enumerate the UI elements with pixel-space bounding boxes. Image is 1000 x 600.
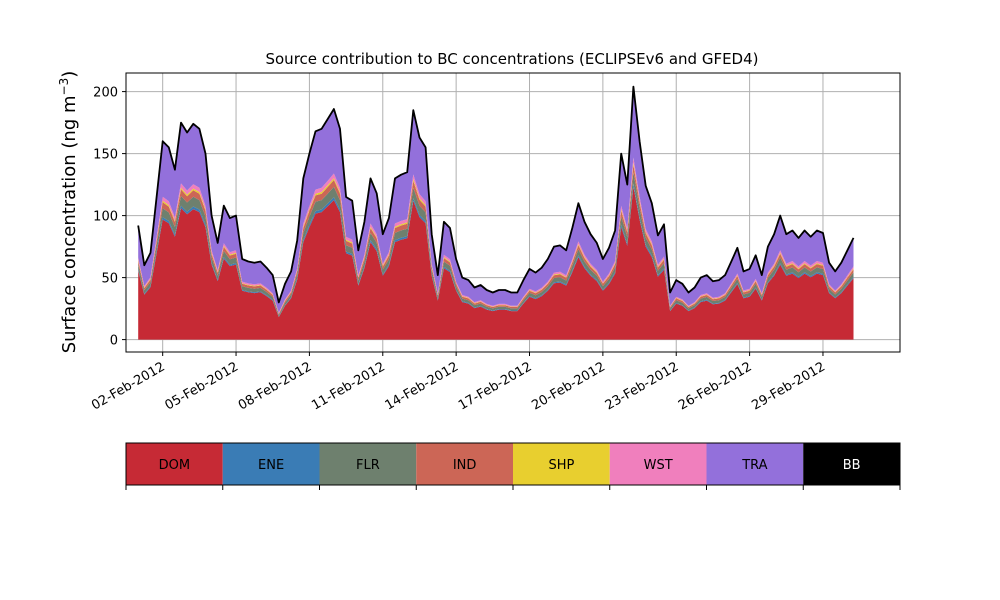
legend-swatch-dom [126,443,223,485]
y-tick-label: 200 [93,86,118,101]
legend-colorbar: DOM ENE FLR IND SHP WST TRA BB [125,442,901,490]
y-tick-label: 50 [101,272,118,287]
legend-label-dom: DOM [159,458,190,473]
x-tick-label: 02-Feb-2012 [89,359,168,413]
legend-swatch-ind [416,443,513,485]
x-tick-label: 11-Feb-2012 [309,359,388,413]
x-tick-label: 14-Feb-2012 [383,359,462,413]
x-tick-label: 23-Feb-2012 [603,359,682,413]
area-tra [138,86,854,313]
legend-swatch-flr [319,443,417,485]
legend-swatch-bb [803,443,900,485]
legend-label-ene: ENE [258,458,284,473]
legend-swatch-wst [609,443,707,485]
x-tick-label: 08-Feb-2012 [236,359,315,413]
y-axis-label: Surface concentration (ng m−3) [57,71,80,354]
chart-title: Source contribution to BC concentrations… [265,50,758,68]
x-tick-label: 20-Feb-2012 [529,359,608,413]
area-dom [138,186,854,340]
total-concentration-line [137,85,855,304]
legend-swatch-ene [222,443,320,485]
y-tick-label: 100 [93,210,118,225]
legend-label-tra: TRA [741,458,767,473]
legend-label-ind: IND [453,458,477,473]
legend-label-flr: FLR [356,458,380,473]
legend-swatch-tra [706,443,804,485]
x-tick-label: 17-Feb-2012 [456,359,535,413]
legend-label-wst: WST [644,458,673,473]
x-tick-label: 29-Feb-2012 [749,359,828,413]
legend-label-bb: BB [843,458,861,473]
legend-label-shp: SHP [548,458,574,473]
area-flr [138,172,854,317]
x-tick-label: 05-Feb-2012 [163,359,242,413]
stacked-areas [138,86,854,340]
x-tick-label: 26-Feb-2012 [676,359,755,413]
y-tick-label: 150 [93,148,118,163]
axes-frame [125,72,901,353]
legend-swatch-shp [513,443,610,485]
y-tick-label: 0 [110,334,118,349]
total-line [137,85,855,304]
